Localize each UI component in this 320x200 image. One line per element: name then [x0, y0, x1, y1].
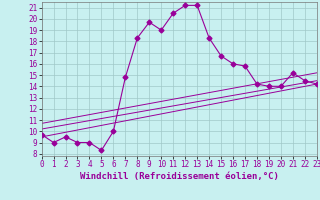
X-axis label: Windchill (Refroidissement éolien,°C): Windchill (Refroidissement éolien,°C): [80, 172, 279, 181]
